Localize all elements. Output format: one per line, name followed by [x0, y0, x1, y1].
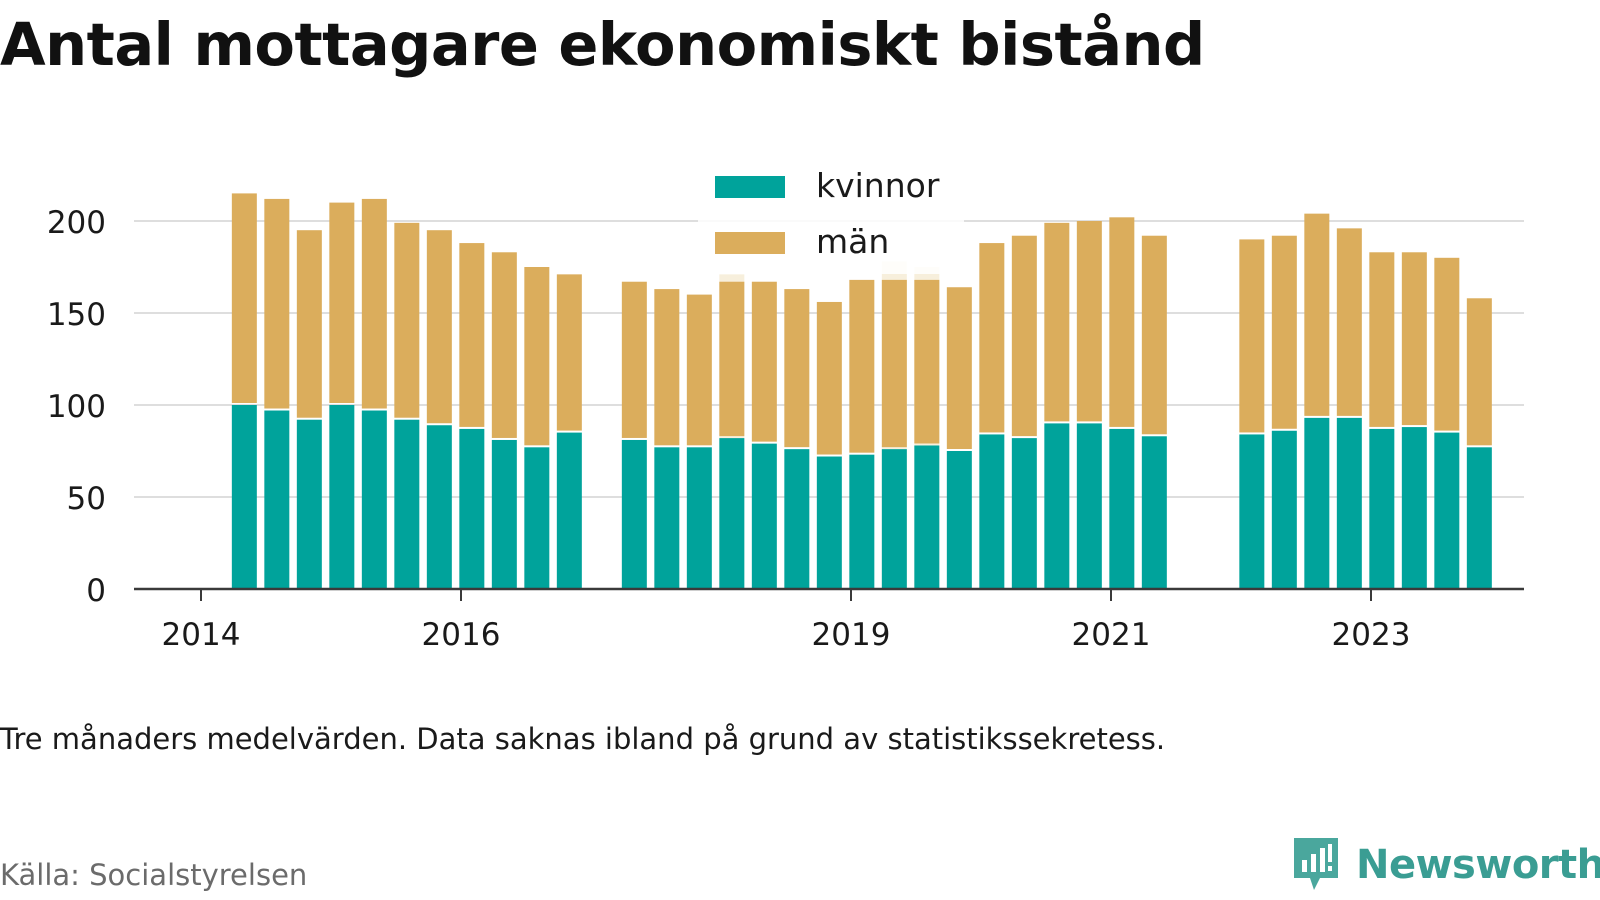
bar-kvinnor	[1434, 432, 1460, 589]
bar-kvinnor	[524, 447, 550, 589]
bar-man	[231, 193, 257, 403]
legend-swatch	[715, 232, 785, 254]
bar-kvinnor	[361, 410, 387, 589]
bar-man	[849, 279, 875, 453]
x-tick-label: 2016	[422, 617, 501, 653]
bar-kvinnor	[816, 456, 842, 589]
bar-man	[394, 222, 420, 418]
brand-name: Newsworthy	[1356, 842, 1600, 888]
x-tick-label: 2023	[1332, 617, 1411, 653]
bar-man	[426, 230, 452, 424]
bar-man	[264, 198, 290, 409]
newsworthy-logo-icon	[1294, 838, 1338, 890]
y-axis: 0 50 100 150 200	[47, 205, 106, 609]
legend-swatch	[715, 176, 785, 198]
bar-kvinnor	[231, 405, 257, 589]
bar-man	[1401, 252, 1427, 426]
x-tick-label: 2014	[162, 617, 241, 653]
bar-man	[1271, 235, 1297, 429]
bar-kvinnor	[1239, 434, 1265, 589]
bar-kvinnor	[1466, 447, 1492, 589]
bar-man	[784, 289, 810, 448]
bar-kvinnor	[1336, 417, 1362, 589]
bar-kvinnor	[296, 419, 322, 589]
bar-kvinnor	[1076, 423, 1102, 589]
y-tick-label: 0	[86, 573, 106, 609]
bar-kvinnor	[491, 439, 517, 589]
y-tick-label: 150	[47, 297, 106, 333]
bar-man	[491, 252, 517, 438]
bar-kvinnor	[394, 419, 420, 589]
bar-kvinnor	[1141, 436, 1167, 589]
bar-man	[524, 267, 550, 446]
bar-man	[686, 294, 712, 446]
legend: kvinnor män	[698, 158, 964, 274]
bar-kvinnor	[426, 425, 452, 589]
bar-man	[914, 279, 940, 444]
bar-chart: 0 50 100 150 200 2014 2016 2019 2021 2023 kvinno…	[46, 158, 1524, 653]
bar-man	[1044, 222, 1070, 422]
bar-kvinnor	[686, 447, 712, 589]
bar-kvinnor	[329, 405, 355, 589]
chart-note: Tre månaders medelvärden. Data saknas ib…	[0, 722, 1166, 756]
bar-kvinnor	[1304, 417, 1330, 589]
bar-man	[1011, 235, 1037, 437]
bar-kvinnor	[979, 434, 1005, 589]
bar-kvinnor	[946, 451, 972, 589]
x-tick-label: 2021	[1072, 617, 1151, 653]
bar-kvinnor	[1401, 427, 1427, 589]
bar-kvinnor	[1271, 430, 1297, 589]
bar-kvinnor	[459, 428, 485, 589]
bar-man	[881, 279, 907, 448]
bar-man	[719, 281, 745, 437]
bar-man	[1304, 213, 1330, 416]
legend-label: kvinnor	[816, 166, 940, 205]
bar-kvinnor	[914, 445, 940, 589]
bar-man	[361, 198, 387, 409]
bar-man	[1369, 252, 1395, 427]
bar-kvinnor	[1044, 423, 1070, 589]
bar-man	[621, 281, 647, 438]
bar-man	[296, 230, 322, 418]
bar-man	[459, 243, 485, 427]
bar-kvinnor	[264, 410, 290, 589]
bar-man	[1076, 221, 1102, 422]
bar-man	[654, 289, 680, 446]
bar-man	[329, 202, 355, 403]
bar-kvinnor	[849, 454, 875, 589]
brand-logo: Newsworthy	[1292, 836, 1600, 894]
bar-man	[1336, 228, 1362, 416]
bar-kvinnor	[1369, 428, 1395, 589]
bar-man	[1141, 235, 1167, 435]
bar-kvinnor	[881, 449, 907, 589]
bar-man	[1239, 239, 1265, 433]
bar-kvinnor	[1109, 428, 1135, 589]
bar-kvinnor	[621, 439, 647, 589]
bar-man	[979, 243, 1005, 433]
y-tick-label: 200	[47, 205, 106, 241]
bar-kvinnor	[751, 443, 777, 589]
y-tick-label: 50	[67, 481, 106, 517]
y-tick-label: 100	[47, 389, 106, 425]
bar-kvinnor	[719, 438, 745, 589]
x-tick-label: 2019	[812, 617, 891, 653]
bar-series	[231, 193, 1492, 589]
x-axis: 2014 2016 2019 2021 2023	[134, 587, 1524, 653]
legend-label: män	[816, 222, 889, 261]
bar-man	[946, 287, 972, 449]
bar-man	[1466, 298, 1492, 446]
bar-kvinnor	[556, 432, 582, 589]
bar-kvinnor	[1011, 438, 1037, 589]
source-credit: Källa: Socialstyrelsen	[0, 858, 308, 892]
bar-man	[816, 301, 842, 455]
bar-man	[1434, 257, 1460, 431]
bar-kvinnor	[654, 447, 680, 589]
bar-kvinnor	[784, 449, 810, 589]
bar-man	[751, 281, 777, 442]
bar-man	[556, 274, 582, 431]
bar-man	[1109, 217, 1135, 427]
chart-title: Antal mottagare ekonomiskt bistånd	[0, 10, 1205, 79]
